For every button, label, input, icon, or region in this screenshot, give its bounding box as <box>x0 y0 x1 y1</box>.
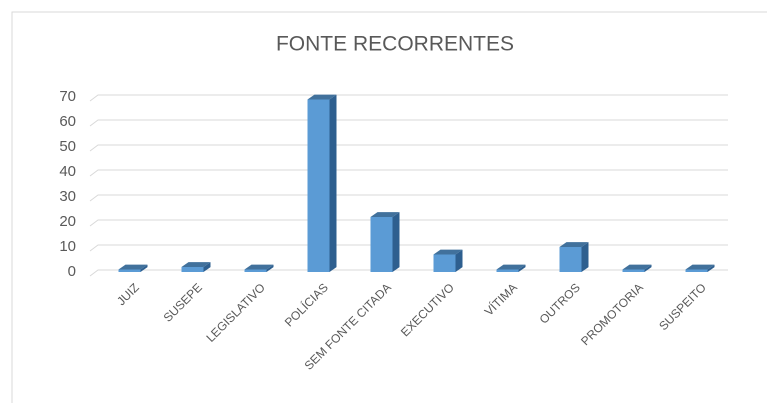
bar-top <box>370 212 400 217</box>
grid-line <box>89 169 728 177</box>
bar <box>370 217 393 272</box>
grid-line <box>89 219 728 227</box>
grid-line <box>89 94 728 102</box>
bar-top <box>433 249 463 255</box>
bar-top <box>181 262 211 267</box>
bar-side <box>518 264 526 272</box>
chart-title: FONTE RECORRENTES <box>276 33 514 56</box>
bar <box>622 269 645 272</box>
bar-side <box>266 264 274 272</box>
bar-top <box>496 264 526 270</box>
bar-side <box>203 262 211 272</box>
bar <box>118 269 141 272</box>
bar-top <box>307 94 337 100</box>
bar-side <box>644 264 652 272</box>
y-tick-label: 0 <box>68 263 76 280</box>
bar-top <box>118 264 148 270</box>
bar-top <box>559 242 589 247</box>
y-tick-label: 40 <box>59 163 76 180</box>
bar-top <box>244 264 274 270</box>
bar-side <box>140 264 148 272</box>
bar <box>496 269 519 272</box>
bar-top <box>622 264 652 270</box>
bar <box>685 269 708 272</box>
y-tick-label: 70 <box>59 88 76 105</box>
bar-side <box>581 242 589 272</box>
bar <box>433 254 456 272</box>
bar <box>181 267 204 272</box>
bar-side <box>392 212 400 272</box>
grid-line <box>89 194 728 202</box>
bar <box>559 247 582 272</box>
y-tick-label: 60 <box>59 113 76 130</box>
bar <box>244 269 267 272</box>
y-tick-label: 30 <box>59 188 76 205</box>
y-tick-label: 20 <box>59 213 76 230</box>
bar-top <box>685 264 715 270</box>
grid-line <box>89 144 728 152</box>
grid-line <box>89 244 728 252</box>
bar-side <box>707 264 715 272</box>
grid-line <box>89 119 728 127</box>
chart-border <box>11 11 767 403</box>
bar <box>307 99 330 272</box>
y-tick-label: 10 <box>59 238 76 255</box>
bar-side <box>455 249 463 272</box>
bar-side <box>329 94 337 272</box>
y-tick-label: 50 <box>59 138 76 155</box>
